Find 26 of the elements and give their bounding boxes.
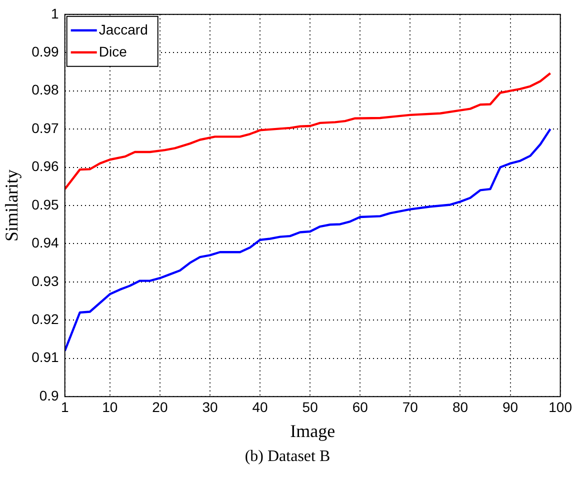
x-tick-label: 50 <box>302 398 318 415</box>
y-tick-label: 0.96 <box>32 158 60 174</box>
y-tick-label: 0.95 <box>32 196 60 212</box>
y-tick-label: 0.9 <box>39 387 60 404</box>
x-tick-label: 40 <box>252 398 268 415</box>
legend-label: Jaccard <box>98 21 148 38</box>
x-tick-label: 20 <box>152 398 168 415</box>
x-tick-label: 60 <box>352 398 368 415</box>
y-tick-label: 0.92 <box>32 311 60 328</box>
y-tick-label: 0.91 <box>32 349 60 366</box>
x-tick-label: 70 <box>402 398 418 415</box>
y-tick-label: 0.94 <box>32 234 60 251</box>
y-axis-title: Similarity <box>2 170 22 242</box>
x-tick-label: 30 <box>202 398 218 415</box>
y-tick-label: 0.98 <box>32 82 60 98</box>
y-tick-label: 0.99 <box>32 43 60 60</box>
x-axis-title: Image <box>290 420 336 441</box>
y-tick-label: 0.93 <box>32 272 60 289</box>
y-tick-label: 1 <box>51 5 60 22</box>
legend-label: Dice <box>98 43 128 60</box>
x-tick-label: 80 <box>452 398 468 415</box>
y-tick-label: 0.97 <box>32 120 60 136</box>
x-tick-label: 90 <box>502 398 518 415</box>
x-tick-label: 100 <box>548 398 572 415</box>
x-tick-label: 10 <box>102 398 118 415</box>
text: (b) Dataset B <box>244 448 332 466</box>
